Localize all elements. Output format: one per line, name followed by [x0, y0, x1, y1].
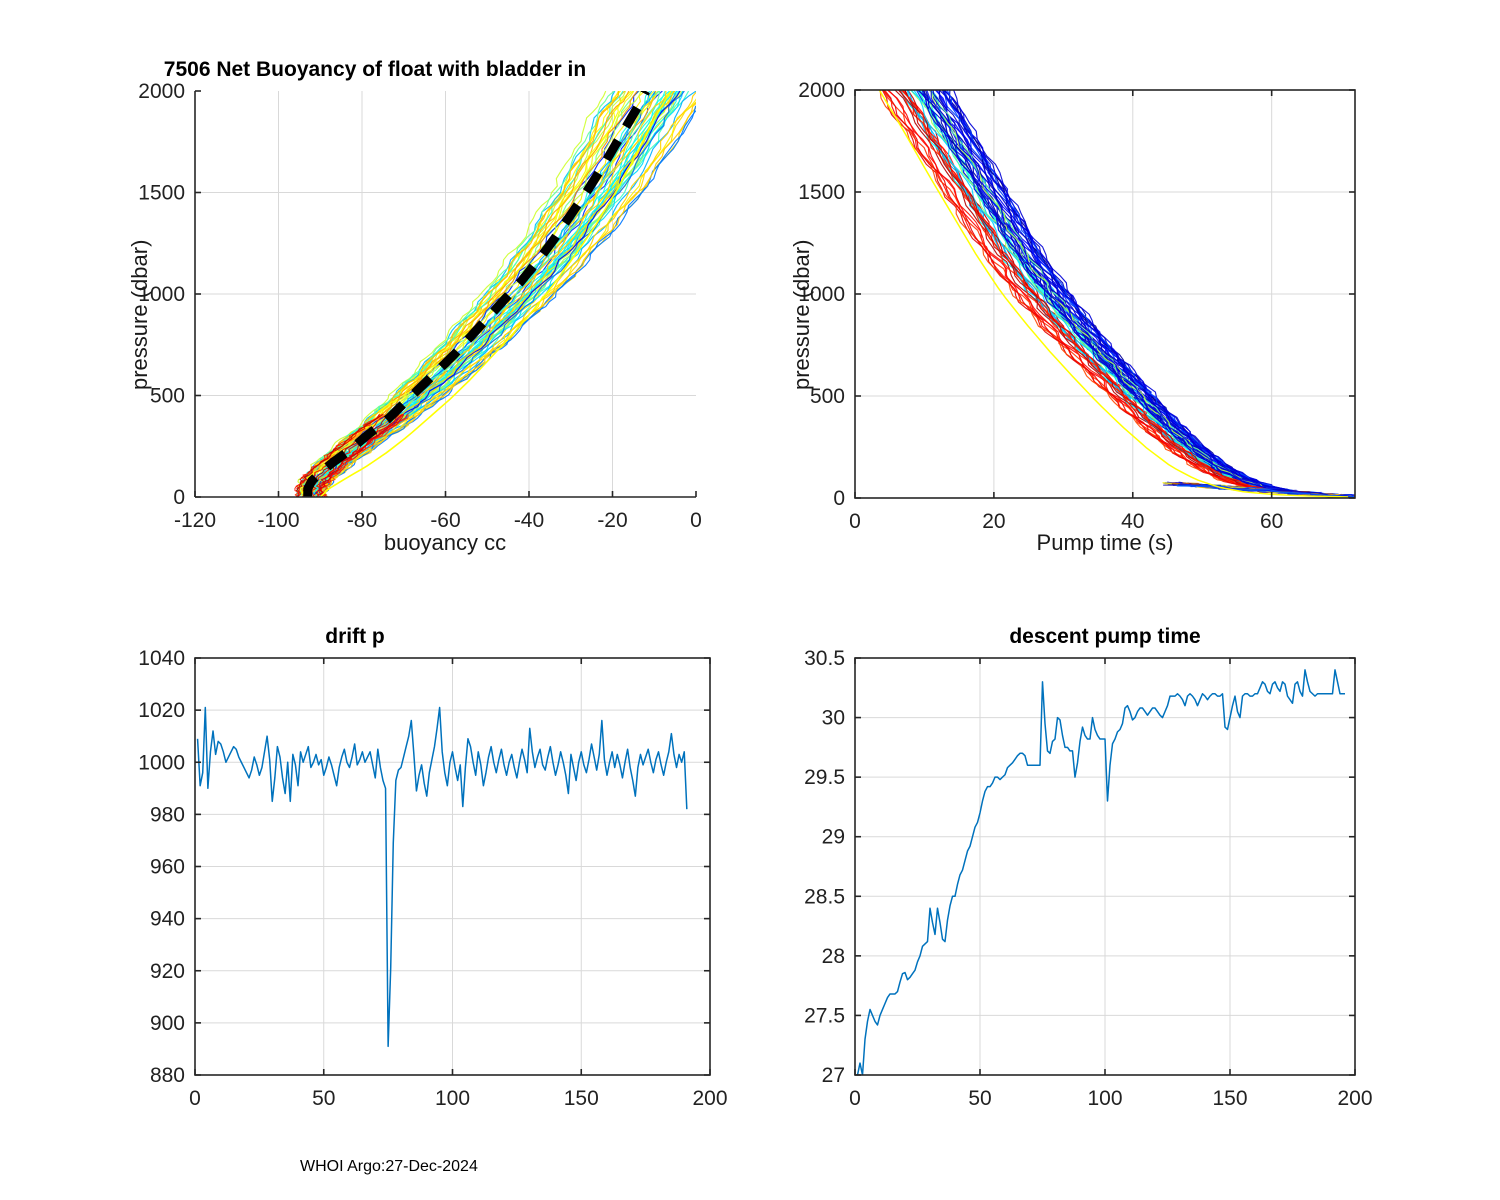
svg-text:2000: 2000	[138, 80, 185, 103]
svg-text:-40: -40	[514, 509, 544, 532]
panel-descent-pump-time: descent pump time 0 50 100 150 200 27 27.5 28 28…	[750, 600, 1500, 1160]
svg-text:-100: -100	[257, 509, 299, 532]
svg-text:27.5: 27.5	[804, 1004, 845, 1027]
svg-text:1000: 1000	[138, 751, 185, 774]
plot-buoyancy: -120 -100 -80 -60 -40 -20 0 0 500 1000 1500 2000	[138, 80, 702, 532]
svg-text:0: 0	[173, 486, 185, 509]
svg-text:0: 0	[690, 509, 702, 532]
svg-text:0: 0	[833, 487, 845, 510]
svg-text:900: 900	[150, 1012, 185, 1035]
svg-text:27: 27	[822, 1064, 845, 1087]
svg-text:0: 0	[849, 1087, 861, 1110]
svg-text:960: 960	[150, 856, 185, 879]
svg-text:150: 150	[1212, 1087, 1247, 1110]
svg-text:30: 30	[822, 707, 845, 730]
svg-text:100: 100	[435, 1087, 470, 1110]
svg-text:-60: -60	[430, 509, 460, 532]
panel-net-buoyancy: 7506 Net Buoyancy of float with bladder …	[0, 0, 750, 600]
svg-text:200: 200	[1337, 1087, 1372, 1110]
svg-text:28.5: 28.5	[804, 885, 845, 908]
svg-text:1000: 1000	[798, 283, 845, 306]
axis-label-pressure-left: pressure (dbar)	[127, 239, 152, 390]
svg-text:1500: 1500	[138, 182, 185, 205]
svg-text:940: 940	[150, 908, 185, 931]
svg-text:29: 29	[822, 826, 845, 849]
plot-drift-p: 0 50 100 150 200 880 900 920 940 960 980 1000 1020 10…	[138, 647, 727, 1110]
svg-text:30.5: 30.5	[804, 647, 845, 670]
svg-text:1040: 1040	[138, 647, 185, 670]
axis-label-pump-time: Pump time (s)	[1036, 530, 1174, 555]
svg-text:50: 50	[968, 1087, 991, 1110]
svg-text:-20: -20	[597, 509, 627, 532]
panel-title-buoyancy: 7506 Net Buoyancy of float with bladder …	[163, 58, 587, 81]
svg-text:980: 980	[150, 803, 185, 826]
svg-text:920: 920	[150, 960, 185, 983]
svg-text:0: 0	[849, 510, 861, 533]
figure-footer: WHOI Argo:27-Dec-2024	[300, 1158, 478, 1175]
svg-text:500: 500	[150, 385, 185, 408]
plot-pumptime: 0 20 40 60 0 500 1000 1500 2000	[798, 79, 1356, 533]
svg-text:0: 0	[189, 1087, 201, 1110]
svg-text:1500: 1500	[798, 181, 845, 204]
svg-text:100: 100	[1087, 1087, 1122, 1110]
axis-label-pressure-right: pressure (dbar)	[789, 239, 814, 390]
svg-text:28: 28	[822, 945, 845, 968]
svg-text:200: 200	[692, 1087, 727, 1110]
plot-descent-pump-time: 0 50 100 150 200 27 27.5 28 28.5 29 29.5 30 30.5	[804, 647, 1372, 1110]
svg-text:880: 880	[150, 1064, 185, 1087]
svg-text:2000: 2000	[798, 79, 845, 102]
svg-text:29.5: 29.5	[804, 766, 845, 789]
svg-text:-120: -120	[174, 509, 216, 532]
svg-text:20: 20	[982, 510, 1005, 533]
svg-text:1000: 1000	[138, 283, 185, 306]
svg-text:1020: 1020	[138, 699, 185, 722]
svg-text:150: 150	[564, 1087, 599, 1110]
panel-title-drift-p: drift p	[325, 625, 385, 648]
svg-text:50: 50	[312, 1087, 335, 1110]
svg-text:40: 40	[1121, 510, 1144, 533]
svg-text:-80: -80	[347, 509, 377, 532]
panel-pump-time: pressure (dbar) Pump time (s) 0 20 40 60 0 50…	[750, 0, 1500, 600]
svg-text:60: 60	[1260, 510, 1283, 533]
panel-drift-p: drift p 0 50 100 150 200 880 900 920 940 960 980 10…	[0, 600, 750, 1160]
axis-label-buoyancy: buoyancy cc	[383, 530, 507, 555]
panel-title-descent-pump-time: descent pump time	[1009, 625, 1201, 648]
svg-text:500: 500	[810, 385, 845, 408]
